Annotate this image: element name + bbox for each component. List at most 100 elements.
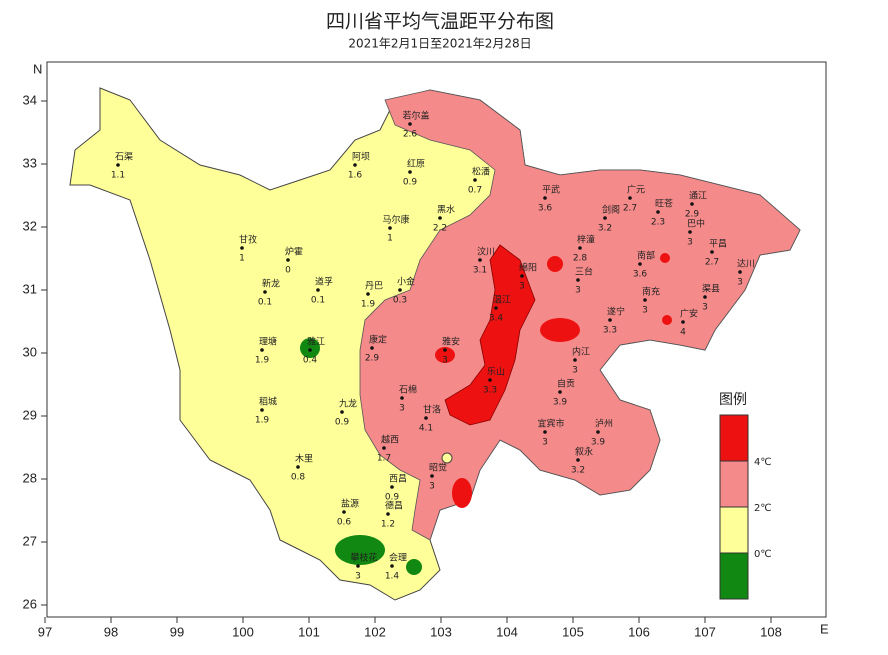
- station-value: 1.7: [377, 454, 391, 464]
- station-dot: [356, 564, 360, 568]
- station-name: 木里: [295, 453, 313, 465]
- station-value: 1: [239, 254, 245, 264]
- x-tick-label: 101: [298, 624, 320, 639]
- station-name: 昭觉: [429, 463, 447, 474]
- station-name: 雅安: [442, 336, 460, 348]
- station-dot: [438, 216, 442, 220]
- station-value: 2.7: [623, 204, 637, 214]
- station-dot: [603, 216, 607, 220]
- station-dot: [316, 288, 320, 292]
- region-red: [435, 347, 455, 363]
- station-name: 会理: [389, 552, 407, 564]
- station-value: 2.6: [403, 130, 418, 140]
- station-value: 0.6: [337, 518, 352, 528]
- x-tick-label: 107: [694, 624, 716, 639]
- station-value: 0.3: [393, 296, 407, 306]
- x-tick-label: 105: [562, 624, 584, 639]
- title: 四川省平均气温距平分布图: [326, 11, 554, 33]
- lat-axis-label: N: [33, 61, 42, 76]
- station-name: 西昌: [389, 474, 407, 485]
- station-dot: [366, 292, 370, 296]
- station-value: 0.8: [291, 473, 306, 483]
- region-red: [660, 253, 670, 263]
- station-value: 2.7: [705, 258, 719, 268]
- station-value: 3: [442, 356, 448, 366]
- station-name: 渠县: [702, 283, 720, 295]
- station-name: 红原: [407, 158, 425, 170]
- station-dot: [443, 348, 447, 352]
- legend-swatch: [719, 552, 749, 600]
- legend-title: 图例: [719, 392, 747, 408]
- station-name: 康定: [369, 334, 387, 346]
- legend-label: 4℃: [754, 457, 772, 468]
- station-name: 广元: [627, 184, 645, 196]
- station-name: 达川: [737, 258, 755, 270]
- station-dot: [286, 258, 290, 262]
- station-dot: [638, 262, 642, 266]
- station-dot: [386, 512, 390, 516]
- station-dot: [478, 258, 482, 262]
- station-name: 德昌: [385, 500, 403, 512]
- station-value: 0.4: [303, 356, 318, 366]
- station-name: 攀枝花: [350, 552, 377, 564]
- legend-label: 0℃: [754, 549, 772, 560]
- station-value: 0: [285, 266, 291, 276]
- station-dot: [340, 410, 344, 414]
- station-name: 宜宾市: [537, 418, 564, 430]
- station-name: 遂宁: [607, 306, 625, 318]
- x-tick-label: 102: [364, 624, 386, 639]
- station-value: 1.4: [385, 572, 400, 582]
- region-green: [335, 535, 385, 565]
- station-dot: [296, 465, 300, 469]
- station-name: 小金: [397, 276, 415, 288]
- station-dot: [690, 202, 694, 206]
- region-green: [406, 559, 422, 575]
- station-name: 阿坝: [352, 152, 370, 163]
- station-name: 稻城: [259, 397, 277, 408]
- station-value: 3.9: [553, 398, 568, 408]
- station-name: 绵阳: [519, 262, 537, 274]
- station-dot: [430, 474, 434, 478]
- region-red: [452, 478, 472, 508]
- station-value: 2.9: [365, 354, 380, 364]
- station-name: 石渠: [115, 151, 133, 163]
- station-value: 1.2: [381, 520, 395, 530]
- station-value: 0.7: [468, 186, 482, 196]
- y-tick-label: 27: [23, 533, 37, 548]
- station-name: 南充: [642, 286, 660, 298]
- station-name: 理塘: [259, 336, 277, 348]
- x-tick-label: 103: [430, 624, 452, 639]
- station-value: 3: [572, 366, 578, 376]
- station-dot: [688, 230, 692, 234]
- station-value: 1.9: [361, 300, 376, 310]
- station-dot: [710, 250, 714, 254]
- station-value: 0.1: [258, 298, 272, 308]
- station-value: 3: [702, 303, 708, 313]
- station-value: 2.9: [685, 210, 700, 220]
- station-name: 旺苍: [655, 198, 673, 210]
- y-tick-label: 31: [23, 281, 37, 296]
- station-value: 3.6: [633, 270, 648, 280]
- station-name: 甘洛: [423, 404, 441, 416]
- station-name: 黑水: [437, 204, 455, 216]
- station-dot: [596, 430, 600, 434]
- station-value: 3.3: [603, 326, 617, 336]
- station-value: 4: [680, 328, 686, 338]
- x-tick-label: 104: [496, 624, 518, 639]
- y-tick-label: 28: [23, 470, 37, 485]
- y-tick-label: 26: [23, 596, 37, 611]
- region-red: [444, 244, 536, 426]
- station-name: 广安: [680, 308, 698, 320]
- station-dot: [408, 170, 412, 174]
- station-dot: [543, 196, 547, 200]
- x-tick-label: 100: [232, 624, 254, 639]
- station-dot: [656, 210, 660, 214]
- station-name: 剑阁: [602, 204, 620, 216]
- station-name: 乐山: [487, 366, 505, 378]
- station-dot: [116, 163, 120, 167]
- station-dot: [382, 446, 386, 450]
- station-name: 平昌: [709, 239, 727, 250]
- station-value: 3: [737, 278, 743, 288]
- station-name: 汶川: [477, 246, 495, 258]
